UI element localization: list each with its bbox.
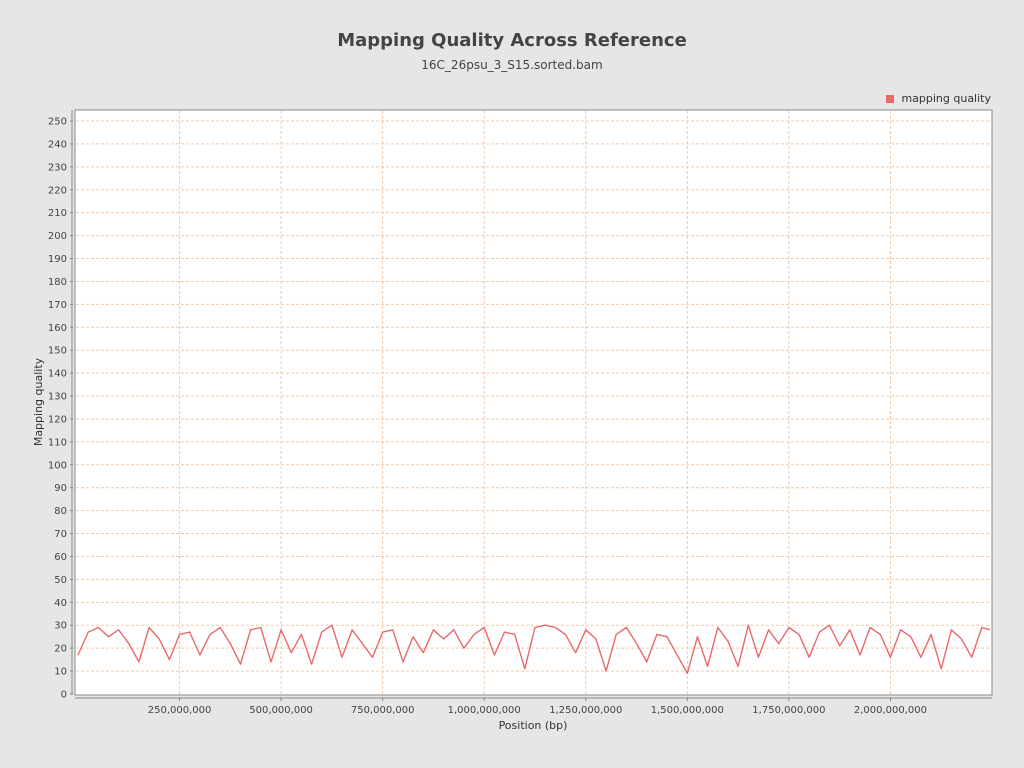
plot-area	[74, 109, 993, 696]
y-tick-label: 200	[48, 231, 67, 242]
chart-subtitle: 16C_26psu_3_S15.sorted.bam	[421, 58, 603, 72]
y-tick-label: 210	[48, 208, 67, 219]
y-axis-label: Mapping quality	[32, 357, 45, 446]
legend-label: mapping quality	[901, 92, 991, 105]
x-tick-label: 500,000,000	[249, 705, 313, 716]
y-tick-label: 30	[54, 621, 67, 632]
y-tick-label: 190	[48, 254, 67, 265]
y-tick-label: 220	[48, 185, 67, 196]
legend-swatch	[886, 94, 895, 103]
y-tick-label: 250	[48, 117, 67, 128]
y-tick-label: 150	[48, 346, 67, 357]
y-tick-label: 10	[54, 667, 67, 678]
series-layer	[77, 624, 991, 675]
tick-layer: 0 10 20 30 40 50 60 70 80 90 100 110 120 130 140 150 160…	[48, 110, 992, 716]
y-tick-label: 140	[48, 369, 67, 380]
y-tick-label: 100	[48, 460, 67, 471]
chart-title: Mapping Quality Across Reference	[337, 30, 687, 51]
x-tick-label: 1,500,000,000	[651, 705, 724, 716]
y-tick-label: 70	[54, 529, 67, 540]
y-tick-label: 60	[54, 552, 67, 563]
y-tick-label: 80	[54, 506, 67, 517]
x-tick-label: 2,000,000,000	[854, 705, 927, 716]
y-tick-label: 0	[61, 690, 67, 701]
grid-layer	[76, 111, 991, 694]
y-tick-label: 160	[48, 323, 67, 334]
x-tick-label: 1,750,000,000	[752, 705, 825, 716]
y-tick-label: 180	[48, 277, 67, 288]
x-tick-label: 1,000,000,000	[448, 705, 521, 716]
y-tick-label: 230	[48, 162, 67, 173]
series-line-mapping-quality	[77, 624, 991, 675]
y-tick-label: 50	[54, 575, 67, 586]
y-tick-label: 240	[48, 139, 67, 150]
y-tick-label: 120	[48, 414, 67, 425]
legend: mapping quality	[886, 92, 991, 105]
x-tick-label: 250,000,000	[148, 705, 212, 716]
x-axis-label: Position (bp)	[499, 719, 568, 732]
y-tick-label: 20	[54, 644, 67, 655]
y-tick-label: 170	[48, 300, 67, 311]
x-tick-label: 750,000,000	[351, 705, 415, 716]
x-tick-label: 1,250,000,000	[549, 705, 622, 716]
y-tick-label: 40	[54, 598, 67, 609]
y-tick-label: 110	[48, 437, 67, 448]
y-tick-label: 90	[54, 483, 67, 494]
y-tick-label: 130	[48, 392, 67, 403]
